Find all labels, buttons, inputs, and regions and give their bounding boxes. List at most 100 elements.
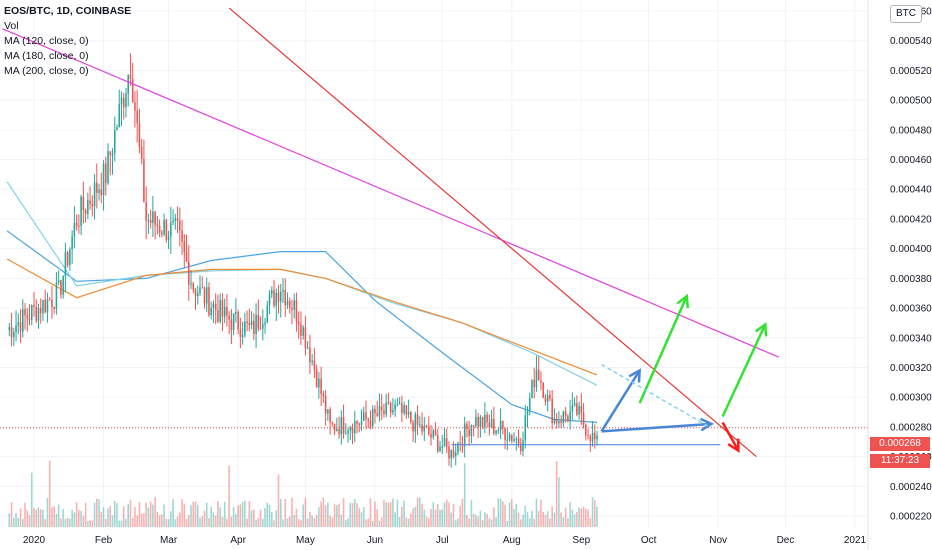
candle: [147, 220, 150, 222]
currency-button[interactable]: BTC: [890, 5, 922, 23]
volume-bar: [378, 520, 381, 527]
volume-bar: [73, 512, 76, 527]
volume-bar: [394, 512, 396, 527]
candle: [71, 235, 73, 250]
candle: [477, 416, 479, 427]
volume-bar: [194, 501, 197, 527]
candle: [136, 110, 138, 124]
candle: [436, 435, 439, 452]
candle: [232, 313, 235, 330]
candle: [383, 410, 385, 415]
volume-bar: [571, 509, 574, 527]
volume-bar: [380, 517, 383, 527]
candle: [89, 200, 91, 204]
candle: [353, 421, 356, 434]
volume-bar: [84, 502, 87, 527]
volume-bar: [448, 502, 450, 527]
volume-bar: [576, 511, 578, 527]
candle: [172, 220, 174, 223]
last-price-badge: 0.000268: [870, 437, 930, 451]
candle: [80, 196, 82, 226]
candle: [515, 438, 518, 440]
candle: [73, 222, 76, 236]
volume-bar: [87, 520, 89, 527]
volume-bar: [470, 500, 473, 527]
candle: [580, 406, 583, 413]
volume-bar: [304, 498, 307, 527]
candle: [17, 322, 20, 326]
candle: [154, 211, 156, 225]
candle: [551, 398, 553, 424]
volume-bar: [122, 506, 125, 527]
volume-bar: [75, 502, 78, 527]
volume-bar: [555, 461, 558, 527]
x-tick-label: 2020: [23, 535, 46, 546]
candle: [118, 104, 121, 128]
candle: [82, 196, 85, 211]
volume-bar: [436, 503, 439, 527]
volume-bar: [21, 518, 24, 527]
x-tick-label: Mar: [160, 535, 178, 546]
candle: [454, 452, 457, 457]
volume-bars: [8, 460, 598, 527]
candle: [87, 200, 89, 214]
symbol-title[interactable]: EOS/BTC, 1D, COINBASE: [4, 5, 132, 17]
volume-bar: [587, 509, 589, 527]
volume-bar: [129, 499, 132, 527]
volume-bar: [111, 515, 114, 527]
candle: [371, 408, 374, 427]
candle: [176, 218, 179, 221]
legend-ma120[interactable]: MA (120, close, 0): [4, 35, 89, 47]
candle: [156, 224, 159, 227]
volume-bar: [30, 472, 33, 527]
volume-bar: [416, 497, 419, 527]
volume-bar: [425, 516, 428, 527]
projection-line: [601, 363, 710, 428]
volume-bar: [291, 497, 293, 527]
arrow-head: [727, 438, 740, 453]
candle: [134, 102, 136, 111]
moving-averages: [6, 181, 598, 423]
volume-bar: [546, 511, 549, 527]
volume-bar: [10, 502, 13, 527]
volume-bar: [60, 518, 62, 527]
candle: [145, 202, 147, 221]
candle: [324, 396, 327, 414]
candle: [131, 78, 134, 103]
legend-ma180[interactable]: MA (180, close, 0): [4, 50, 89, 62]
candle: [315, 369, 318, 388]
volume-bar: [499, 499, 502, 527]
volume-bar: [93, 502, 96, 527]
arrow-shaft: [721, 323, 767, 418]
legend-vol[interactable]: Vol: [4, 20, 19, 32]
volume-bar: [102, 507, 105, 527]
volume-bar: [17, 518, 20, 527]
volume-bar: [356, 503, 358, 527]
candle: [149, 220, 152, 223]
candle: [410, 412, 412, 423]
candle: [448, 446, 450, 459]
candle: [519, 443, 522, 452]
candle: [582, 412, 585, 425]
legend-ma200[interactable]: MA (200, close, 0): [4, 65, 89, 77]
volume-bar: [270, 512, 273, 527]
candle: [39, 307, 42, 314]
candle: [37, 307, 40, 321]
candle: [152, 211, 154, 223]
volume-bar: [113, 500, 116, 527]
y-tick-label: 0.000300: [890, 393, 932, 404]
candle: [230, 319, 233, 330]
volume-bar: [452, 503, 455, 527]
candle: [322, 394, 325, 397]
candle: [421, 424, 423, 432]
volume-bar: [210, 506, 212, 527]
volume-bar: [42, 509, 44, 527]
volume-bar: [450, 512, 453, 527]
candle: [42, 299, 44, 314]
volume-bar: [318, 507, 320, 527]
candle: [295, 300, 298, 322]
candle: [62, 276, 64, 295]
candle: [540, 380, 542, 384]
y-tick-label: 0.000340: [890, 333, 932, 344]
